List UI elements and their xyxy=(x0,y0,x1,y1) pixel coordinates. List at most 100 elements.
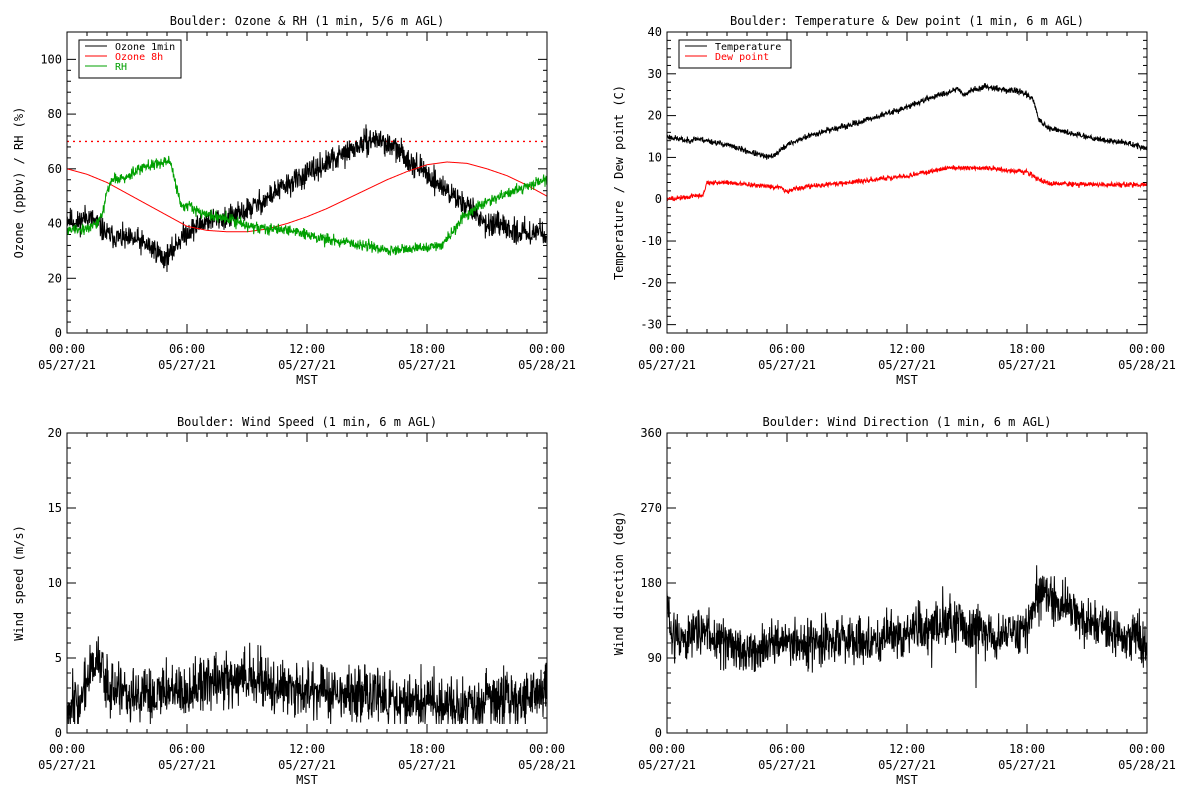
x-tick-time-label: 00:00 xyxy=(49,742,85,756)
series-line-temperature xyxy=(667,83,1147,160)
x-tick-time-label: 18:00 xyxy=(409,342,445,356)
chart-panel-ozone_rh: Boulder: Ozone & RH (1 min, 5/6 m AGL) 0 2… xyxy=(12,14,576,387)
x-tick-time-label: 12:00 xyxy=(289,742,325,756)
y-tick-label: 0 xyxy=(655,726,662,740)
x-tick-time-label: 00:00 xyxy=(529,342,565,356)
chart-panel-temp_dew: Boulder: Temperature & Dew point (1 min,… xyxy=(612,14,1176,387)
y-tick-label: 10 xyxy=(648,150,662,164)
x-tick-date-label: 05/27/21 xyxy=(758,358,816,372)
x-tick-date-label: 05/27/21 xyxy=(158,358,216,372)
x-tick-date-label: 05/27/21 xyxy=(398,358,456,372)
x-axis-label: MST xyxy=(896,773,918,787)
series-line-data xyxy=(667,565,1147,689)
x-tick-time-label: 18:00 xyxy=(409,742,445,756)
x-tick-time-label: 18:00 xyxy=(1009,742,1045,756)
plot-frame xyxy=(66,432,548,734)
y-tick-label: 10 xyxy=(48,576,62,590)
y-tick-label: 40 xyxy=(648,25,662,39)
series-line-dew-point xyxy=(667,165,1147,202)
x-tick-time-label: 06:00 xyxy=(169,742,205,756)
chart-panel-wind_dir: Boulder: Wind Direction (1 min, 6 m AGL)… xyxy=(612,415,1176,787)
y-tick-label: -20 xyxy=(640,276,662,290)
x-tick-time-label: 00:00 xyxy=(1129,342,1165,356)
y-axis-label: Wind direction (deg) xyxy=(612,511,626,656)
legend-entry: Temperature xyxy=(715,42,781,53)
x-tick-date-label: 05/27/21 xyxy=(38,758,96,772)
x-tick-date-label: 05/27/21 xyxy=(878,358,936,372)
y-tick-label: 0 xyxy=(55,726,62,740)
plot-frame xyxy=(66,31,548,334)
y-tick-label: 360 xyxy=(640,426,662,440)
x-tick-date-label: 05/27/21 xyxy=(158,758,216,772)
y-tick-label: 60 xyxy=(48,162,62,176)
chart-title: Boulder: Ozone & RH (1 min, 5/6 m AGL) xyxy=(170,14,445,28)
y-tick-label: 20 xyxy=(48,271,62,285)
y-tick-label: 180 xyxy=(640,576,662,590)
series-line-rh xyxy=(67,155,547,256)
y-tick-label: 90 xyxy=(648,651,662,665)
x-axis-label: MST xyxy=(896,373,918,387)
y-tick-label: 5 xyxy=(55,651,62,665)
x-tick-date-label: 05/27/21 xyxy=(998,358,1056,372)
legend-entry: RH xyxy=(115,62,127,73)
y-tick-label: 40 xyxy=(48,217,62,231)
chart-title: Boulder: Wind Direction (1 min, 6 m AGL) xyxy=(763,415,1052,429)
legend-entry: Dew point xyxy=(715,52,769,63)
x-axis-label: MST xyxy=(296,373,318,387)
x-tick-date-label: 05/27/21 xyxy=(638,758,696,772)
x-tick-time-label: 00:00 xyxy=(1129,742,1165,756)
x-tick-time-label: 00:00 xyxy=(649,742,685,756)
y-tick-label: 15 xyxy=(48,501,62,515)
series-line-data xyxy=(67,636,547,725)
x-tick-time-label: 18:00 xyxy=(1009,342,1045,356)
x-tick-date-label: 05/27/21 xyxy=(38,358,96,372)
series-line-ozone-8h xyxy=(67,161,547,233)
y-axis-label: Temperature / Dew point (C) xyxy=(612,85,626,280)
chart-panel-wind_speed: Boulder: Wind Speed (1 min, 6 m AGL) 0 5 10… xyxy=(12,415,576,787)
plot-frame xyxy=(666,31,1148,334)
x-tick-date-label: 05/27/21 xyxy=(998,758,1056,772)
x-tick-date-label: 05/28/21 xyxy=(518,758,576,772)
x-tick-date-label: 05/27/21 xyxy=(758,758,816,772)
y-axis-label: Wind speed (m/s) xyxy=(12,525,26,641)
x-tick-date-label: 05/27/21 xyxy=(398,758,456,772)
chart-title: Boulder: Wind Speed (1 min, 6 m AGL) xyxy=(177,415,437,429)
y-tick-label: 100 xyxy=(40,52,62,66)
x-tick-time-label: 00:00 xyxy=(49,342,85,356)
y-tick-label: 30 xyxy=(648,67,662,81)
x-tick-date-label: 05/27/21 xyxy=(278,358,336,372)
legend-box xyxy=(678,39,792,69)
x-tick-time-label: 12:00 xyxy=(889,742,925,756)
y-axis-label: Ozone (ppbv) / RH (%) xyxy=(12,107,26,259)
y-tick-label: 20 xyxy=(48,426,62,440)
x-axis-label: MST xyxy=(296,773,318,787)
legend-entry: Ozone 8h xyxy=(115,52,163,63)
y-tick-label: 20 xyxy=(648,109,662,123)
x-tick-date-label: 05/27/21 xyxy=(878,758,936,772)
y-tick-label: 0 xyxy=(655,192,662,206)
y-tick-label: 80 xyxy=(48,107,62,121)
x-tick-time-label: 12:00 xyxy=(889,342,925,356)
x-tick-time-label: 12:00 xyxy=(289,342,325,356)
x-tick-date-label: 05/28/21 xyxy=(1118,758,1176,772)
chart-title: Boulder: Temperature & Dew point (1 min,… xyxy=(730,14,1084,28)
series-line-ozone-1min xyxy=(67,124,547,272)
x-tick-time-label: 06:00 xyxy=(769,742,805,756)
x-tick-date-label: 05/27/21 xyxy=(638,358,696,372)
y-tick-label: 0 xyxy=(55,326,62,340)
y-tick-label: -10 xyxy=(640,234,662,248)
x-tick-time-label: 06:00 xyxy=(169,342,205,356)
plot-frame xyxy=(666,432,1148,734)
x-tick-date-label: 05/28/21 xyxy=(518,358,576,372)
x-tick-time-label: 00:00 xyxy=(529,742,565,756)
x-tick-date-label: 05/28/21 xyxy=(1118,358,1176,372)
x-tick-time-label: 00:00 xyxy=(649,342,685,356)
y-tick-label: 270 xyxy=(640,501,662,515)
x-tick-date-label: 05/27/21 xyxy=(278,758,336,772)
y-tick-label: -30 xyxy=(640,318,662,332)
legend-entry: Ozone 1min xyxy=(115,42,175,53)
